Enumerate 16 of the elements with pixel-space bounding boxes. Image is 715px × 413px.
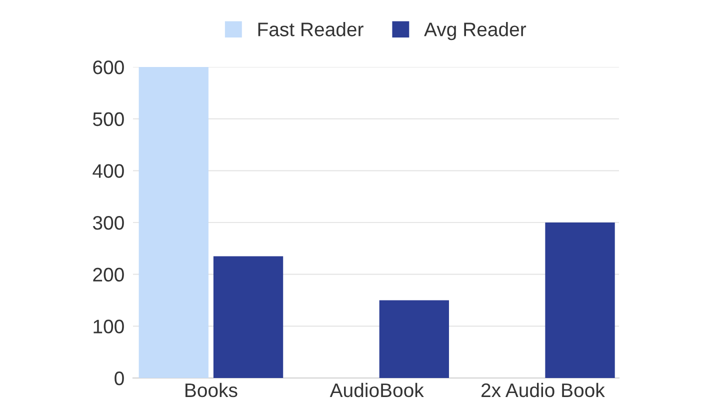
y-tick-label: 100 (94, 320, 124, 334)
x-tick-label: AudioBook (330, 382, 424, 398)
x-tick-label: 2x Audio Book (482, 382, 605, 398)
y-tick-label: 500 (93, 112, 124, 126)
y-tick-label: 300 (92, 216, 124, 230)
legend-label: Fast Reader (258, 22, 364, 36)
x-tick-label: Books (186, 382, 238, 398)
y-tick-label: 200 (93, 268, 124, 282)
legend-label: Avg Reader (424, 22, 526, 40)
bar (545, 222, 615, 378)
bar (379, 300, 449, 378)
y-tick-label: 0 (114, 371, 124, 386)
bar (138, 67, 208, 378)
y-tick-label: 400 (92, 164, 124, 178)
y-tick-label: 600 (93, 60, 124, 74)
bar (213, 256, 284, 378)
